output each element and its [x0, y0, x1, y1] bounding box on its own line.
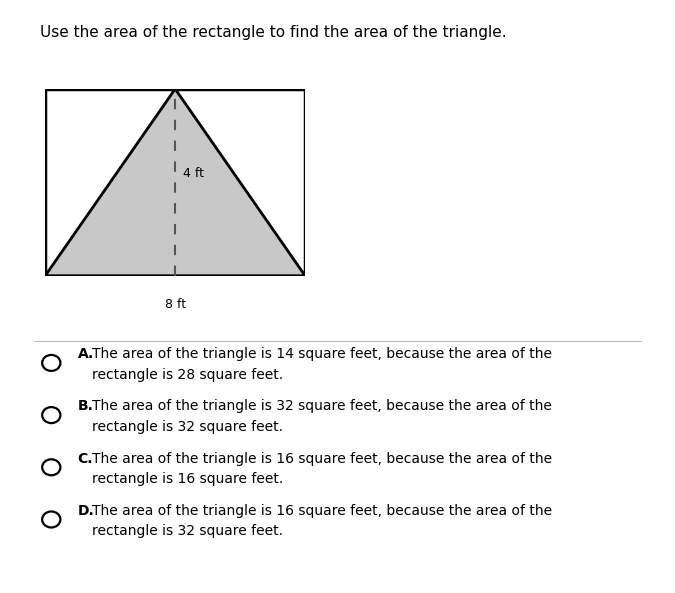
Text: rectangle is 32 square feet.: rectangle is 32 square feet.: [92, 524, 284, 538]
Text: B.: B.: [78, 399, 94, 413]
Text: rectangle is 16 square feet.: rectangle is 16 square feet.: [92, 472, 284, 486]
Text: The area of the triangle is 32 square feet, because the area of the: The area of the triangle is 32 square fe…: [92, 399, 552, 413]
Polygon shape: [45, 89, 305, 276]
Text: C.: C.: [78, 451, 93, 466]
Text: The area of the triangle is 16 square feet, because the area of the: The area of the triangle is 16 square fe…: [92, 451, 553, 466]
Text: 4 ft: 4 ft: [183, 167, 204, 180]
Text: D.: D.: [78, 503, 94, 518]
Text: rectangle is 32 square feet.: rectangle is 32 square feet.: [92, 420, 284, 434]
Text: Use the area of the rectangle to find the area of the triangle.: Use the area of the rectangle to find th…: [40, 25, 507, 40]
Text: rectangle is 28 square feet.: rectangle is 28 square feet.: [92, 368, 284, 382]
Text: The area of the triangle is 16 square feet, because the area of the: The area of the triangle is 16 square fe…: [92, 503, 553, 518]
Text: A.: A.: [78, 347, 94, 361]
Text: The area of the triangle is 14 square feet, because the area of the: The area of the triangle is 14 square fe…: [92, 347, 552, 361]
Text: 8 ft: 8 ft: [165, 298, 186, 311]
